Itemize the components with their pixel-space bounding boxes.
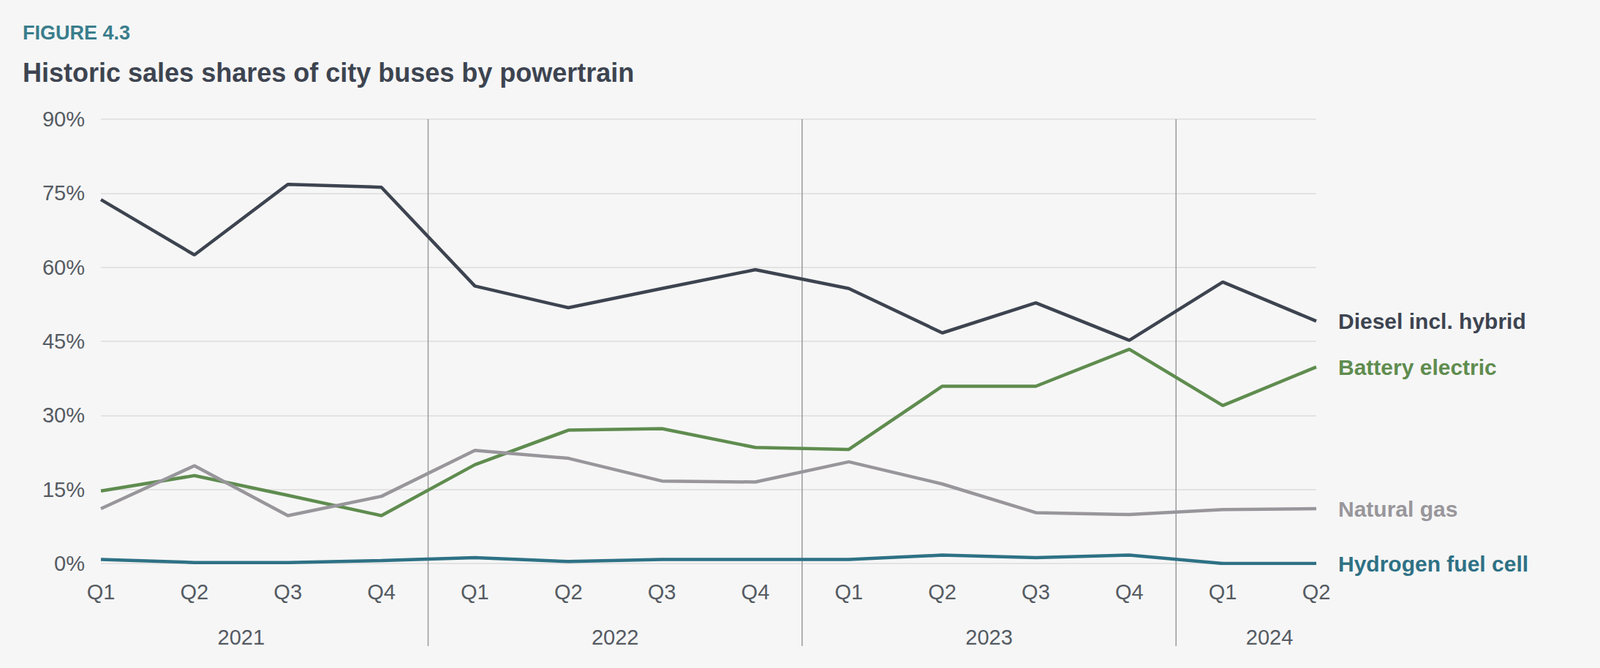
svg-text:Q4: Q4 (1115, 580, 1144, 605)
svg-text:45%: 45% (42, 329, 85, 354)
svg-text:2023: 2023 (965, 625, 1013, 650)
svg-text:Natural gas: Natural gas (1338, 497, 1458, 522)
svg-text:60%: 60% (42, 255, 85, 280)
svg-text:Q2: Q2 (927, 580, 957, 605)
svg-text:FIGURE 4.3: FIGURE 4.3 (22, 21, 131, 44)
svg-text:Diesel incl. hybrid: Diesel incl. hybrid (1338, 309, 1527, 334)
svg-text:Q1: Q1 (87, 580, 116, 605)
svg-text:Battery electric: Battery electric (1338, 355, 1497, 380)
svg-text:Hydrogen fuel cell: Hydrogen fuel cell (1338, 552, 1529, 577)
svg-text:Q1: Q1 (1208, 580, 1238, 605)
svg-text:2024: 2024 (1246, 625, 1294, 650)
svg-text:Q4: Q4 (741, 580, 771, 605)
svg-text:Q2: Q2 (554, 580, 583, 605)
svg-text:15%: 15% (42, 478, 85, 502)
svg-text:2021: 2021 (217, 625, 266, 650)
svg-text:90%: 90% (42, 107, 85, 131)
svg-text:Q1: Q1 (460, 580, 490, 605)
svg-text:Q3: Q3 (647, 580, 677, 605)
svg-text:Q1: Q1 (834, 580, 863, 605)
svg-text:0%: 0% (54, 552, 85, 576)
svg-text:Q2: Q2 (180, 580, 210, 605)
svg-text:75%: 75% (42, 181, 85, 205)
svg-text:Q3: Q3 (273, 580, 303, 605)
svg-text:Historic sales shares of city: Historic sales shares of city buses by p… (22, 57, 635, 88)
svg-text:Q4: Q4 (367, 580, 396, 605)
svg-text:Q2: Q2 (1302, 580, 1331, 605)
svg-text:30%: 30% (42, 403, 85, 428)
svg-text:Q3: Q3 (1021, 580, 1051, 605)
svg-text:2022: 2022 (591, 625, 640, 650)
